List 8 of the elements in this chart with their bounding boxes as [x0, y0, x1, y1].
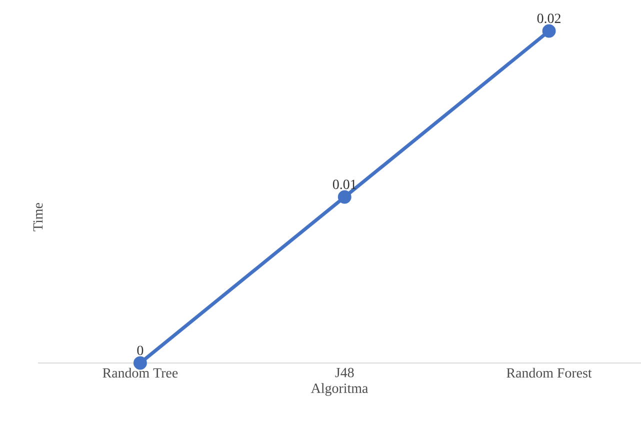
data-label: 0 [137, 346, 144, 356]
x-axis-title: Algoritma [310, 383, 368, 396]
x-tick-label: Random Tree [102, 368, 178, 378]
data-label: 0.01 [332, 180, 356, 190]
x-tick-label: J48 [335, 368, 354, 378]
y-axis-title: Time [33, 203, 43, 232]
x-tick-label: Random Forest [506, 368, 592, 378]
data-label: 0.02 [537, 14, 560, 24]
